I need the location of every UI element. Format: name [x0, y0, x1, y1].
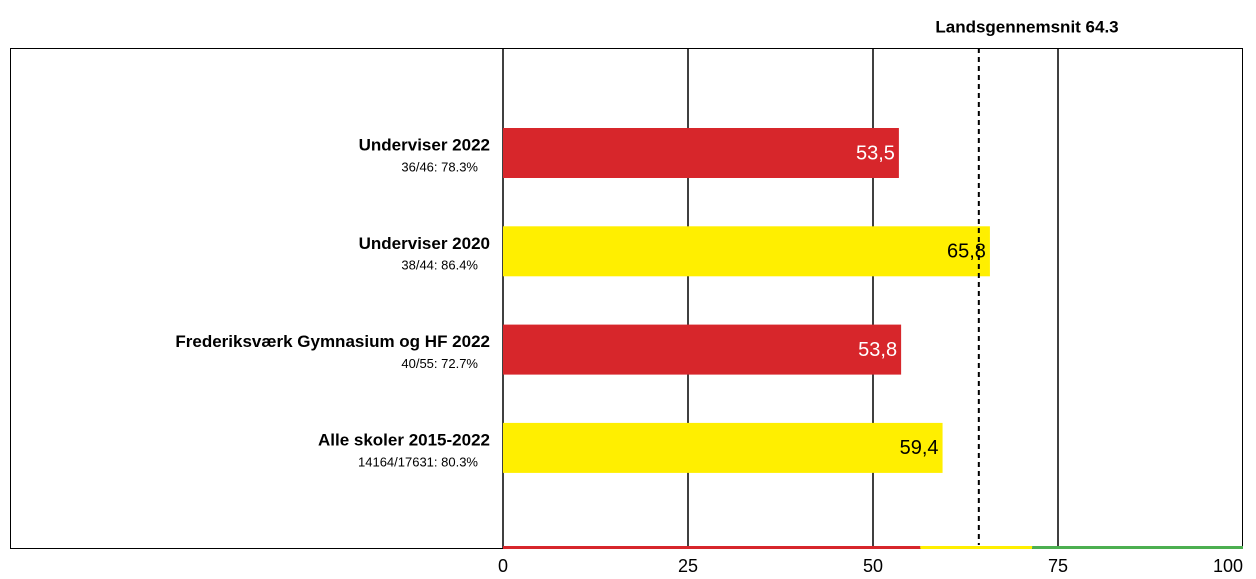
scale-band	[503, 546, 921, 549]
value-label: 53,8	[858, 339, 897, 361]
category-label: Frederiksværk Gymnasium og HF 2022	[175, 332, 490, 351]
bar	[503, 422, 943, 473]
bar	[503, 128, 899, 178]
category-label: Underviser 2022	[359, 135, 490, 154]
category-sublabel: 38/44: 86.4%	[401, 258, 478, 273]
x-tick-label: 75	[1048, 556, 1068, 576]
x-tick-label: 50	[863, 556, 883, 576]
bar	[503, 226, 990, 277]
value-label: 59,4	[900, 437, 939, 459]
value-label: 53,5	[856, 142, 895, 164]
category-label: Underviser 2020	[359, 234, 490, 253]
bar	[503, 324, 902, 375]
category-sublabel: 40/55: 72.7%	[401, 356, 478, 371]
x-tick-label: 0	[498, 556, 508, 576]
scale-band	[920, 546, 1033, 549]
reference-label: Landsgennemsnit 64.3	[935, 17, 1118, 36]
category-sublabel: 14164/17631: 80.3%	[358, 454, 478, 469]
category-label: Alle skoler 2015-2022	[318, 430, 490, 449]
category-sublabel: 36/46: 78.3%	[401, 159, 478, 174]
scale-band	[1032, 546, 1243, 549]
x-tick-label: 25	[678, 556, 698, 576]
value-label: 65,8	[947, 241, 986, 263]
x-tick-label: 100	[1213, 556, 1243, 576]
